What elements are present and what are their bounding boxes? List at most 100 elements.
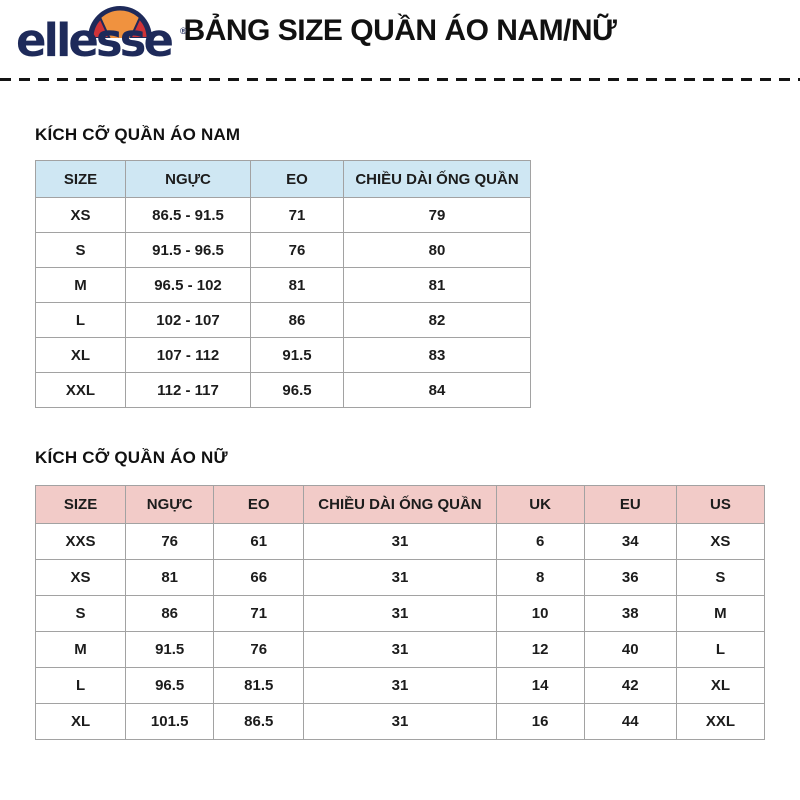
men-section-title: KÍCH CỠ QUẦN ÁO NAM [35, 125, 241, 144]
table-row: XXL 112 - 117 96.5 84 [35, 372, 531, 408]
table-cell: 31 [303, 559, 497, 596]
table-cell: XS [35, 197, 126, 233]
table-cell: 36 [583, 559, 677, 596]
table-row: L 96.5 81.5 31 14 42 XL [34, 667, 766, 704]
table-cell: 86.5 [213, 703, 305, 740]
table-cell: 14 [495, 667, 585, 704]
table-row: S 86 71 31 10 38 M [34, 595, 766, 632]
table-cell: L [35, 302, 126, 338]
table-cell: 112 - 117 [125, 372, 251, 408]
table-row: XXS 76 61 31 6 34 XS [34, 523, 766, 560]
women-section-title: KÍCH CỠ QUẦN ÁO NỮ [35, 448, 228, 467]
table-cell: XL [35, 337, 126, 373]
table-cell: 81.5 [213, 667, 305, 704]
column-header: EO [213, 485, 305, 524]
table-cell: S [34, 595, 127, 632]
table-row: XL 107 - 112 91.5 83 [35, 337, 531, 373]
column-header: NGỰC [125, 160, 251, 198]
table-cell: 86.5 - 91.5 [125, 197, 251, 233]
table-cell: 96.5 [125, 667, 215, 704]
table-cell: 76 [213, 631, 305, 668]
table-cell: S [35, 232, 126, 268]
men-size-section: KÍCH CỠ QUẦN ÁO NAM SIZE NGỰC EO CHIỀU DÀI … [0, 125, 800, 408]
table-row: XS 81 66 31 8 36 S [34, 559, 766, 596]
table-cell: 6 [495, 523, 585, 560]
column-header: SIZE [35, 160, 126, 198]
table-cell: 71 [213, 595, 305, 632]
table-cell: 66 [213, 559, 305, 596]
table-cell: S [675, 559, 766, 596]
table-row: S 91.5 - 96.5 76 80 [35, 232, 531, 268]
table-cell: M [675, 595, 766, 632]
table-cell: 61 [213, 523, 305, 560]
table-cell: 31 [303, 631, 497, 668]
table-cell: 38 [583, 595, 677, 632]
ellesse-crest-icon [88, 6, 152, 38]
table-cell: 12 [495, 631, 585, 668]
table-cell: 81 [125, 559, 215, 596]
dashed-divider [0, 78, 800, 81]
table-cell: 44 [583, 703, 677, 740]
table-cell: XXS [34, 523, 127, 560]
table-cell: XXL [675, 703, 766, 740]
logo-wordmark: ellesse [16, 14, 174, 67]
table-cell: 91.5 - 96.5 [125, 232, 251, 268]
table-cell: 101.5 [125, 703, 215, 740]
table-cell: 31 [303, 595, 497, 632]
table-cell: 80 [343, 232, 531, 268]
table-cell: XL [34, 703, 127, 740]
table-header-row: SIZE NGỰC EO CHIỀU DÀI ỐNG QUẦN UK EU US [34, 485, 766, 524]
table-cell: 31 [303, 523, 497, 560]
table-cell: 86 [250, 302, 344, 338]
table-cell: M [35, 267, 126, 303]
table-cell: 10 [495, 595, 585, 632]
registered-trademark-mark: ® [180, 26, 187, 36]
table-cell: M [34, 631, 127, 668]
ellesse-logo: ellesse ® [14, 4, 199, 68]
table-cell: 76 [250, 232, 344, 268]
table-cell: 31 [303, 667, 497, 704]
column-header: SIZE [34, 485, 127, 524]
table-cell: 40 [583, 631, 677, 668]
table-cell: 84 [343, 372, 531, 408]
column-header: CHIỀU DÀI ỐNG QUẦN [343, 160, 531, 198]
table-cell: 96.5 - 102 [125, 267, 251, 303]
table-cell: 82 [343, 302, 531, 338]
table-row: M 91.5 76 31 12 40 L [34, 631, 766, 668]
table-cell: XXL [35, 372, 126, 408]
table-row: L 102 - 107 86 82 [35, 302, 531, 338]
column-header: NGỰC [125, 485, 215, 524]
column-header: US [675, 485, 766, 524]
table-header-row: SIZE NGỰC EO CHIỀU DÀI ỐNG QUẦN [35, 160, 531, 198]
table-cell: L [34, 667, 127, 704]
table-cell: 86 [125, 595, 215, 632]
table-cell: 71 [250, 197, 344, 233]
table-cell: 31 [303, 703, 497, 740]
table-cell: 83 [343, 337, 531, 373]
table-cell: L [675, 631, 766, 668]
table-cell: XS [675, 523, 766, 560]
column-header: CHIỀU DÀI ỐNG QUẦN [303, 485, 497, 524]
table-cell: 102 - 107 [125, 302, 251, 338]
page-title: BẢNG SIZE QUẦN ÁO NAM/NỮ [183, 14, 617, 47]
table-cell: 91.5 [125, 631, 215, 668]
table-cell: 96.5 [250, 372, 344, 408]
table-cell: 91.5 [250, 337, 344, 373]
table-cell: 34 [583, 523, 677, 560]
table-cell: XL [675, 667, 766, 704]
table-cell: 107 - 112 [125, 337, 251, 373]
table-row: XL 101.5 86.5 31 16 44 XXL [34, 703, 766, 740]
table-cell: 76 [125, 523, 215, 560]
table-cell: 8 [495, 559, 585, 596]
page-header: ellesse ® BẢNG SIZE QUẦN ÁO NAM/NỮ [0, 0, 800, 70]
table-cell: 42 [583, 667, 677, 704]
table-cell: 81 [250, 267, 344, 303]
women-size-table: SIZE NGỰC EO CHIỀU DÀI ỐNG QUẦN UK EU US XXS 76 6… [34, 485, 766, 740]
table-cell: XS [34, 559, 127, 596]
table-row: XS 86.5 - 91.5 71 79 [35, 197, 531, 233]
men-size-table: SIZE NGỰC EO CHIỀU DÀI ỐNG QUẦN XS 86.5 - 91.… [35, 160, 531, 408]
column-header: EO [250, 160, 344, 198]
column-header: EU [583, 485, 677, 524]
table-row: M 96.5 - 102 81 81 [35, 267, 531, 303]
